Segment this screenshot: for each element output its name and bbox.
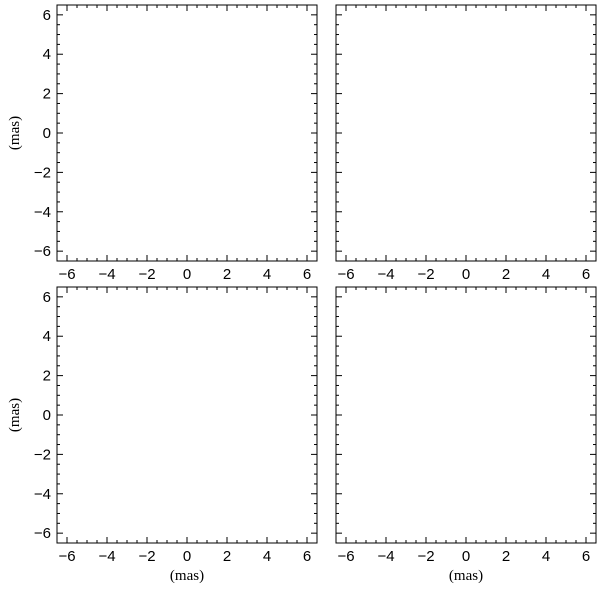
panels: NE−6−4−20246−6−4−20246(mas)NE−6−4−20246N…: [7, 4, 597, 584]
axis-ticks: [336, 287, 596, 543]
y-tick-label: −4: [34, 486, 51, 503]
x-tick-label: −6: [58, 548, 75, 565]
y-tick-label: −2: [34, 164, 51, 181]
x-tick-label: 0: [183, 548, 191, 565]
y-tick-label: 0: [43, 125, 51, 142]
y-tick-label: −2: [34, 446, 51, 463]
plot-frame: [56, 286, 318, 544]
x-tick-label: 6: [582, 266, 590, 283]
y-tick-label: 2: [43, 86, 51, 103]
y-tick-label: −6: [34, 525, 51, 542]
axis-ticks: [57, 287, 317, 543]
plot-frame: [56, 4, 318, 262]
plot-frame: [335, 4, 597, 262]
x-tick-label: 6: [582, 548, 590, 565]
x-tick-label: 4: [542, 548, 550, 565]
y-tick-label: 0: [43, 407, 51, 424]
x-tick-label: −4: [377, 266, 394, 283]
x-tick-label: −2: [417, 266, 434, 283]
y-tick-label: 6: [43, 7, 51, 24]
x-tick-label: 4: [263, 266, 271, 283]
x-tick-label: 0: [183, 266, 191, 283]
y-tick-label: 4: [43, 46, 51, 63]
x-tick-label: 4: [542, 266, 550, 283]
x-tick-label: −2: [138, 548, 155, 565]
axis-ticks: [57, 5, 317, 261]
x-tick-label: −4: [377, 548, 394, 565]
axis-ticks: [336, 5, 596, 261]
x-tick-label: −6: [337, 548, 354, 565]
x-tick-label: −2: [417, 548, 434, 565]
y-tick-label: −6: [34, 243, 51, 260]
x-tick-label: −6: [337, 266, 354, 283]
y-tick-label: 4: [43, 328, 51, 345]
y-axis-title: (mas): [7, 116, 23, 150]
plot-frame: [335, 286, 597, 544]
x-tick-label: 6: [303, 266, 311, 283]
x-tick-label: −4: [98, 548, 115, 565]
x-axis-title: (mas): [170, 568, 204, 584]
x-axis-title: (mas): [449, 568, 483, 584]
x-tick-label: 2: [502, 266, 510, 283]
y-tick-label: −4: [34, 204, 51, 221]
y-tick-label: 6: [43, 289, 51, 306]
x-tick-label: 2: [223, 266, 231, 283]
x-tick-label: 4: [263, 548, 271, 565]
x-tick-label: −2: [138, 266, 155, 283]
x-tick-label: 2: [223, 548, 231, 565]
y-tick-label: 2: [43, 368, 51, 385]
x-tick-label: 0: [462, 266, 470, 283]
x-tick-label: 2: [502, 548, 510, 565]
x-tick-label: 6: [303, 548, 311, 565]
x-tick-label: −6: [58, 266, 75, 283]
x-tick-label: −4: [98, 266, 115, 283]
y-axis-title: (mas): [7, 398, 23, 432]
x-tick-label: 0: [462, 548, 470, 565]
